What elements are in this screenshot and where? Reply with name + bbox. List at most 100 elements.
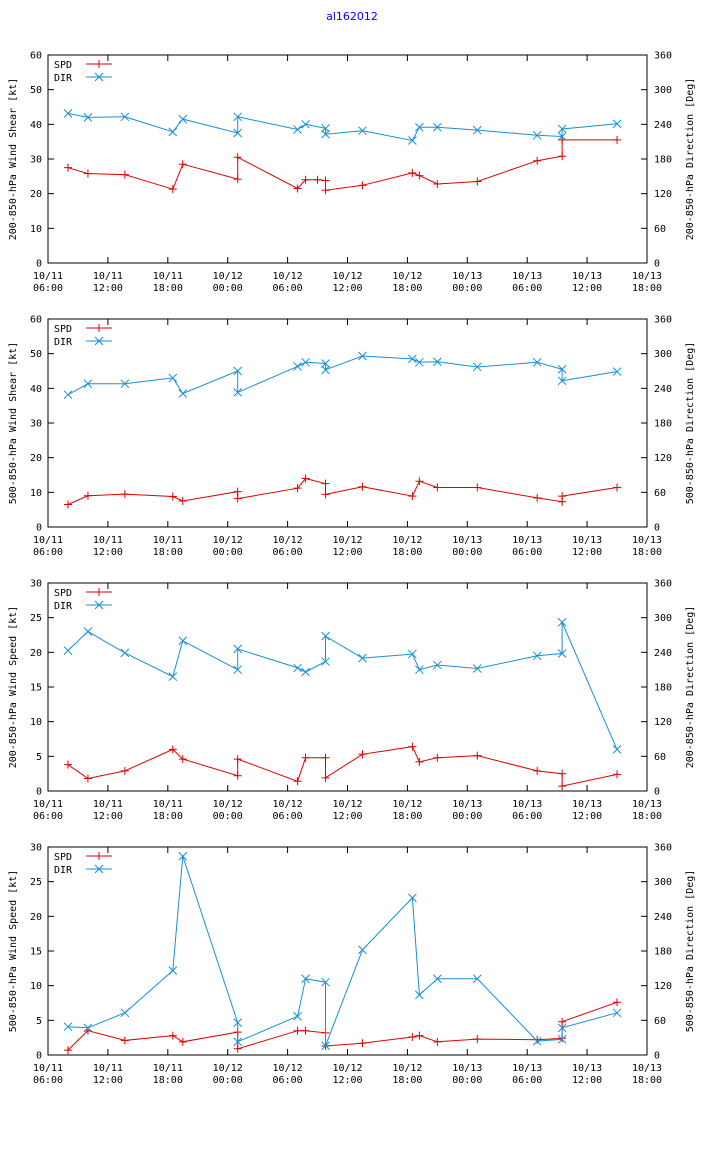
y-tick-label: 20 — [30, 189, 42, 200]
x-tick-label-date: 10/12 — [392, 1063, 422, 1074]
x-tick-label-time: 12:00 — [332, 283, 362, 294]
x-tick-label-date: 10/13 — [512, 535, 542, 546]
data-point-spd — [433, 753, 442, 762]
x-tick-label-date: 10/12 — [332, 271, 362, 282]
x-tick-label-time: 12:00 — [572, 1075, 602, 1086]
data-point-dir — [557, 376, 567, 386]
data-point-spd — [83, 491, 92, 500]
data-point-dir — [293, 125, 302, 134]
data-point-spd — [613, 135, 622, 144]
data-point-dir — [557, 364, 567, 374]
x-tick-label-time: 12:00 — [332, 1075, 362, 1086]
data-point-dir — [83, 113, 93, 122]
data-point-spd — [63, 500, 72, 509]
x-tick-label-time: 06:00 — [512, 1075, 542, 1086]
x-tick-label-time: 18:00 — [392, 283, 422, 294]
y-axis-title: 200-850-hPa Wind Speed [kt] — [8, 606, 19, 769]
series-line-spd — [67, 746, 618, 787]
y-tick-label: 5 — [36, 1016, 42, 1027]
data-point-spd — [613, 483, 622, 492]
x-tick-label-date: 10/12 — [392, 799, 422, 810]
data-point-spd — [293, 184, 302, 193]
x-tick-label-date: 10/13 — [452, 271, 482, 282]
x-tick-label-date: 10/13 — [572, 1063, 602, 1074]
data-point-spd — [321, 176, 330, 185]
data-point-dir — [178, 114, 188, 124]
legend-marker-dir — [94, 600, 104, 610]
y-tick-label: 25 — [30, 877, 42, 888]
data-point-spd — [313, 175, 322, 184]
x-tick-label-date: 10/13 — [632, 799, 662, 810]
data-point-spd — [321, 753, 330, 762]
data-point-dir — [532, 357, 542, 367]
data-point-spd — [558, 135, 567, 144]
x-tick-label-time: 06:00 — [33, 1075, 63, 1086]
x-tick-label-time: 18:00 — [632, 547, 662, 558]
data-point-spd — [233, 1044, 242, 1053]
data-point-spd — [233, 153, 242, 162]
y2-axis-title: 500-850-hPa Direction [Deg] — [685, 870, 696, 1033]
x-tick-label-date: 10/12 — [273, 1063, 303, 1074]
x-tick-label-time: 12:00 — [332, 811, 362, 822]
data-point-dir — [178, 389, 188, 398]
x-tick-label-date: 10/12 — [273, 535, 303, 546]
y2-tick-label: 0 — [654, 1051, 660, 1062]
y2-tick-label: 0 — [654, 523, 660, 534]
y2-tick-label: 60 — [654, 488, 666, 499]
data-point-dir — [432, 357, 442, 367]
x-tick-label-date: 10/12 — [332, 799, 362, 810]
x-tick-label-date: 10/13 — [632, 271, 662, 282]
x-tick-label-date: 10/11 — [93, 271, 123, 282]
data-point-spd — [293, 484, 302, 493]
data-point-dir — [168, 127, 178, 137]
y2-tick-label: 360 — [654, 579, 672, 590]
y-tick-label: 50 — [30, 85, 42, 96]
data-point-spd — [473, 177, 482, 186]
data-point-dir — [63, 390, 73, 400]
y2-tick-label: 0 — [654, 787, 660, 798]
y-tick-label: 10 — [30, 224, 42, 235]
data-point-dir — [120, 112, 130, 122]
x-tick-label-date: 10/13 — [452, 799, 482, 810]
x-tick-label-date: 10/13 — [632, 535, 662, 546]
data-point-dir — [557, 649, 567, 658]
x-tick-label-time: 12:00 — [572, 547, 602, 558]
data-point-dir — [168, 672, 178, 681]
legend-label-spd: SPD — [54, 588, 72, 599]
x-tick-label-time: 06:00 — [512, 811, 542, 822]
y2-tick-label: 180 — [654, 683, 672, 694]
y2-tick-label: 60 — [654, 224, 666, 235]
y2-tick-label: 60 — [654, 1016, 666, 1027]
data-point-dir — [557, 132, 567, 141]
y2-tick-label: 240 — [654, 384, 672, 395]
data-point-spd — [168, 1031, 177, 1040]
data-point-spd — [168, 745, 177, 754]
page-title: al162012 — [326, 10, 378, 23]
data-point-dir — [178, 851, 188, 861]
x-tick-label-date: 10/13 — [452, 535, 482, 546]
data-point-dir — [557, 1035, 567, 1044]
x-tick-label-time: 18:00 — [632, 1075, 662, 1086]
data-point-spd — [178, 160, 187, 169]
data-point-spd — [408, 742, 417, 751]
x-tick-label-time: 06:00 — [33, 811, 63, 822]
y-tick-label: 0 — [36, 787, 42, 798]
x-tick-label-time: 06:00 — [273, 283, 303, 294]
x-tick-label-time: 00:00 — [452, 547, 482, 558]
data-point-dir — [321, 977, 330, 987]
y-tick-label: 0 — [36, 523, 42, 534]
legend-label-dir: DIR — [54, 73, 73, 84]
y2-tick-label: 300 — [654, 85, 672, 96]
x-tick-label-date: 10/12 — [273, 799, 303, 810]
x-tick-label-date: 10/11 — [153, 1063, 183, 1074]
data-point-dir — [321, 359, 330, 368]
x-tick-label-time: 12:00 — [93, 547, 123, 558]
data-point-dir — [63, 109, 73, 118]
series-line-spd — [67, 1001, 618, 1051]
data-point-spd — [301, 175, 310, 184]
x-tick-label-date: 10/11 — [93, 535, 123, 546]
series-line-spd — [67, 477, 618, 505]
data-point-spd — [533, 156, 542, 165]
x-tick-label-time: 06:00 — [273, 547, 303, 558]
data-point-dir — [358, 351, 367, 361]
